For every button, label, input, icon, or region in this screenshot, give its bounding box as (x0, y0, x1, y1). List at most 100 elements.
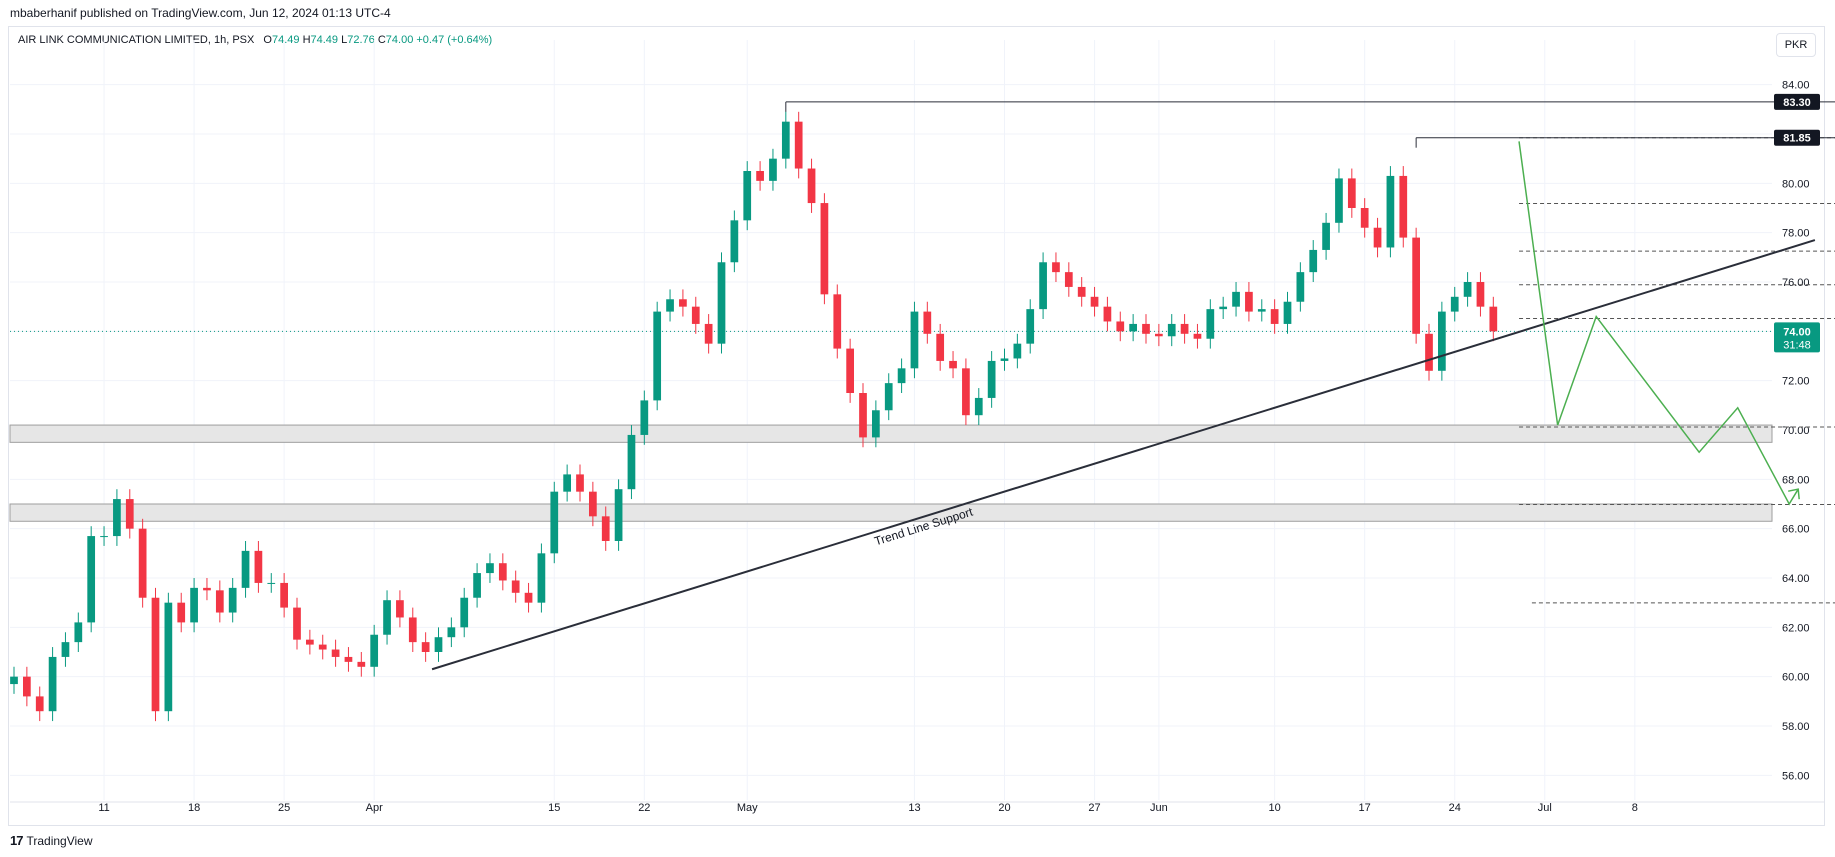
candle-body (936, 333, 945, 361)
candle-body (1142, 323, 1150, 334)
candle-body (370, 634, 379, 667)
candle-body (396, 600, 404, 618)
y-tick-label: 76.00 (1782, 277, 1810, 289)
price-tag (1774, 129, 1820, 146)
candle-body (357, 661, 366, 667)
y-tick-label: 80.00 (1782, 178, 1810, 190)
candle-body (1090, 296, 1099, 307)
trend-line (431, 239, 1816, 671)
x-tick-label: 20 (998, 802, 1010, 814)
support-zone (9, 424, 1773, 443)
candle-body (974, 397, 983, 416)
candle-body (614, 489, 623, 541)
candle-body (949, 360, 957, 369)
candle-body (447, 627, 456, 638)
x-tick-label: 8 (1632, 802, 1638, 814)
candle-body (923, 311, 932, 334)
candle-body (48, 656, 57, 712)
candle-body (421, 642, 430, 652)
candle-body (1129, 323, 1137, 332)
candle-body (1232, 291, 1240, 307)
candle-body (1322, 222, 1330, 250)
symbol-legend: AIR LINK COMMUNICATION LIMITED, 1h, PSX … (18, 34, 492, 46)
candle-body (74, 622, 83, 643)
x-tick-label: 10 (1269, 802, 1281, 814)
y-tick-label: 62.00 (1782, 622, 1810, 634)
price-tag-label: 83.30 (1783, 97, 1811, 109)
candle-body (1463, 282, 1472, 297)
candle-body (1064, 272, 1073, 287)
y-tick-label: 78.00 (1782, 228, 1810, 240)
candle-body (113, 499, 121, 537)
candle-body (653, 311, 662, 401)
x-tick-label: 11 (98, 802, 109, 814)
y-tick-label: 58.00 (1782, 721, 1810, 733)
candle-body (1412, 237, 1420, 334)
price-tag-label: 81.85 (1783, 133, 1811, 145)
change-value: +0.47 (+0.64%) (416, 34, 493, 46)
candle-body (215, 590, 224, 613)
x-tick-label: 25 (278, 802, 290, 814)
candle-body (331, 649, 340, 657)
countdown-label: 31:48 (1783, 339, 1811, 351)
chart-frame (8, 26, 1825, 826)
candle-body (704, 323, 713, 344)
x-tick-label: 13 (908, 802, 920, 814)
candle-body (1180, 323, 1189, 334)
candle-body (1347, 178, 1356, 208)
candle-body (1039, 262, 1047, 310)
candle-body (1257, 309, 1266, 312)
candle-body (1425, 333, 1433, 371)
candle-body (434, 637, 443, 652)
tradingview-footer: 17 TradingView (10, 833, 93, 848)
currency-button[interactable]: PKR (1776, 33, 1816, 57)
support-zone (9, 503, 1773, 522)
x-tick-label: Apr (366, 802, 383, 814)
symbol-name[interactable]: AIR LINK COMMUNICATION LIMITED, 1h, PSX (18, 34, 255, 46)
candle-body (190, 587, 198, 623)
candle-body (203, 587, 211, 591)
candle-body (794, 121, 803, 169)
candle-body (306, 639, 314, 645)
candle-body (1399, 175, 1408, 238)
candle-body (524, 592, 533, 603)
candle-body (833, 294, 842, 349)
candle-body (769, 158, 777, 181)
y-tick-label: 56.00 (1782, 770, 1810, 782)
candle-body (138, 528, 147, 598)
x-tick-label: 18 (188, 802, 200, 814)
candle-body (859, 393, 867, 438)
tradingview-logo-icon: 17 (10, 833, 24, 848)
candle-body (1489, 306, 1498, 332)
y-tick-label: 84.00 (1782, 80, 1810, 92)
candle-body (267, 582, 276, 584)
candle-body (151, 597, 160, 712)
candle-body (344, 656, 353, 662)
x-tick-label: 22 (638, 802, 650, 814)
last-price-label: 74.00 (1783, 326, 1811, 338)
candle-body (1013, 343, 1022, 359)
candle-body (318, 644, 327, 650)
candle-body (627, 434, 636, 490)
projection-path (1518, 141, 1799, 506)
candle-body (125, 499, 134, 529)
x-tick-label: 24 (1449, 802, 1461, 814)
candle-body (1296, 272, 1305, 302)
candle-body (730, 220, 739, 263)
candle-body (846, 348, 854, 393)
candle-body (601, 516, 610, 541)
candle-body (1438, 311, 1446, 371)
candle-body (962, 368, 970, 416)
candle-body (254, 550, 263, 583)
candle-body (10, 676, 18, 685)
candle-body (576, 474, 584, 492)
candle-body (781, 121, 790, 159)
candle-body (1360, 208, 1369, 228)
candle-body (1052, 262, 1060, 273)
y-tick-label: 70.00 (1782, 425, 1810, 437)
candle-body (756, 171, 764, 181)
candle-body (61, 642, 70, 657)
candle-body (293, 607, 301, 640)
candle-body (563, 474, 571, 492)
